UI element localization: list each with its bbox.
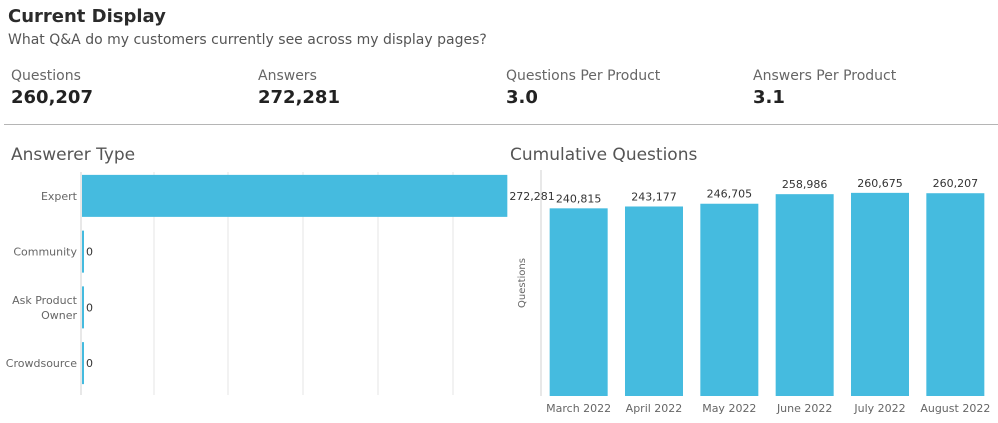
bar: [82, 286, 84, 329]
category-label: August 2022: [920, 402, 990, 415]
category-label: Expert: [41, 190, 78, 203]
page-subtitle: What Q&A do my customers currently see a…: [8, 32, 487, 48]
kpi-label: Answers: [258, 68, 317, 84]
kpi-questions: Questions 260,207: [11, 68, 93, 108]
value-label: 246,705: [707, 188, 753, 201]
bar: [549, 208, 608, 396]
kpi-value: 272,281: [258, 87, 340, 108]
y-axis-label: Questions: [517, 258, 528, 308]
bar: [82, 342, 84, 385]
page-title: Current Display: [8, 6, 166, 27]
bar: [82, 230, 84, 273]
bar: [700, 203, 759, 396]
category-label: June 2022: [776, 402, 832, 415]
category-label: July 2022: [853, 402, 905, 415]
value-label: 260,675: [857, 177, 903, 190]
kpi-answers: Answers 272,281: [258, 68, 340, 108]
kpi-value: 3.1: [753, 87, 785, 108]
category-label: April 2022: [626, 402, 683, 415]
bar: [625, 206, 683, 396]
category-label: March 2022: [546, 402, 611, 415]
divider: [4, 124, 998, 125]
cumulative-questions-title: Cumulative Questions: [510, 145, 698, 165]
category-label: May 2022: [702, 402, 756, 415]
value-label: 0: [86, 357, 93, 370]
kpi-value: 260,207: [11, 87, 93, 108]
kpi-label: Questions: [11, 68, 81, 84]
kpi-label: Answers Per Product: [753, 68, 897, 84]
kpi-value: 3.0: [506, 87, 538, 108]
answerer-type-title: Answerer Type: [11, 145, 136, 165]
header: Current Display What Q&A do my customers…: [8, 6, 487, 48]
kpi-label: Questions Per Product: [506, 68, 661, 84]
kpi-questions-per-product: Questions Per Product 3.0: [506, 68, 660, 108]
value-label: 260,207: [933, 177, 979, 190]
value-label: 258,986: [782, 178, 828, 191]
category-label: Ask Product Owner: [12, 294, 78, 322]
bar: [775, 194, 834, 396]
value-label: 240,815: [556, 192, 602, 205]
category-label: Crowdsource: [6, 357, 77, 370]
category-label: Community: [13, 246, 77, 259]
kpi-answers-per-product: Answers Per Product 3.1: [753, 68, 896, 108]
value-label: 272,281: [509, 190, 554, 203]
value-label: 243,177: [631, 190, 677, 203]
value-label: 0: [86, 301, 93, 314]
bar: [851, 192, 909, 396]
bar: [926, 193, 985, 396]
bar: [82, 174, 508, 217]
value-label: 0: [86, 246, 93, 259]
